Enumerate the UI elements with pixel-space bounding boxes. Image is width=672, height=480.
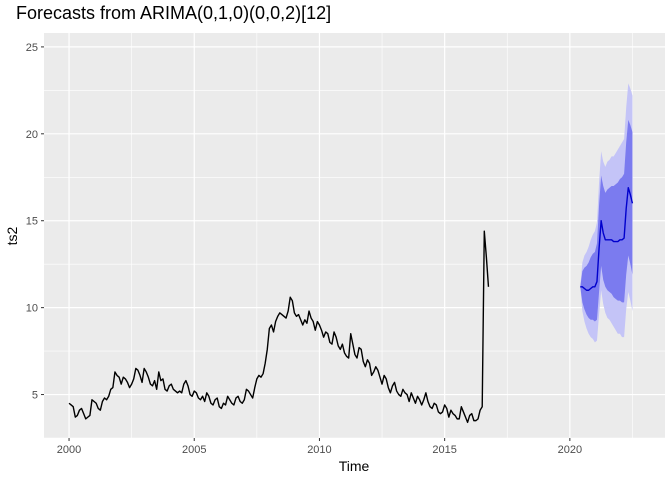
x-tick-label: 2020 xyxy=(558,444,582,456)
series-lines xyxy=(68,187,634,424)
axes: 2000 2005 2010 2015 2020 5 10 15 20 25 xyxy=(26,42,582,456)
x-tick-label: 2000 xyxy=(57,444,81,456)
major-gridlines xyxy=(44,33,665,438)
x-tick-label: 2010 xyxy=(307,444,331,456)
chart-title: Forecasts from ARIMA(0,1,0)(0,0,2)[12] xyxy=(16,3,332,23)
plot-panel xyxy=(44,33,665,438)
y-tick-label: 20 xyxy=(26,129,38,141)
forecast-mean-line xyxy=(580,187,634,291)
prediction-intervals xyxy=(580,83,633,343)
x-axis-label: Time xyxy=(339,458,370,474)
y-tick-label: 25 xyxy=(26,42,38,54)
x-tick-label: 2015 xyxy=(432,444,456,456)
observed-series-line xyxy=(68,230,490,424)
y-tick-label: 15 xyxy=(26,216,38,228)
y-tick-label: 5 xyxy=(32,390,38,402)
y-tick-label: 10 xyxy=(26,303,38,315)
minor-gridlines xyxy=(44,33,665,439)
y-axis-label: ts2 xyxy=(4,226,20,245)
x-tick-label: 2005 xyxy=(182,444,206,456)
band-80 xyxy=(580,119,633,322)
